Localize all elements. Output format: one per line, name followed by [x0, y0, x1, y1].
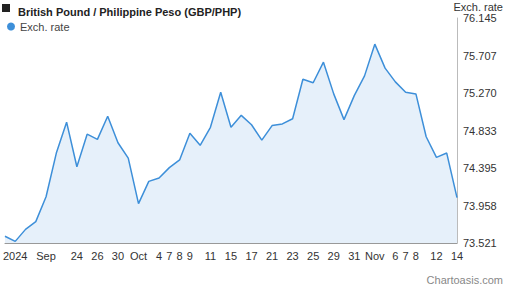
svg-text:Nov: Nov [365, 250, 385, 262]
svg-text:24: 24 [71, 250, 83, 262]
svg-text:73.521: 73.521 [463, 237, 497, 249]
svg-text:7: 7 [403, 250, 409, 262]
svg-text:Exch. rate: Exch. rate [453, 1, 503, 14]
svg-text:74.395: 74.395 [463, 162, 497, 174]
svg-text:30: 30 [112, 250, 124, 262]
svg-text:75.270: 75.270 [463, 87, 497, 99]
svg-text:12: 12 [430, 250, 442, 262]
svg-text:23: 23 [286, 250, 298, 262]
svg-text:73.958: 73.958 [463, 200, 497, 212]
svg-text:75.707: 75.707 [463, 50, 497, 62]
svg-text:British Pound / Philippine Pes: British Pound / Philippine Peso (GBP/PHP… [18, 6, 241, 18]
svg-text:2024: 2024 [3, 250, 27, 262]
svg-text:25: 25 [307, 250, 319, 262]
svg-text:Oct: Oct [130, 250, 147, 262]
svg-text:74.833: 74.833 [463, 125, 497, 137]
svg-text:Sep: Sep [36, 250, 56, 262]
svg-text:6: 6 [392, 250, 398, 262]
svg-text:7: 7 [166, 250, 172, 262]
svg-text:8: 8 [177, 250, 183, 262]
svg-text:17: 17 [245, 250, 257, 262]
svg-text:Chartoasis.com: Chartoasis.com [427, 274, 503, 286]
svg-text:9: 9 [187, 250, 193, 262]
svg-text:21: 21 [266, 250, 278, 262]
svg-text:31: 31 [348, 250, 360, 262]
svg-text:15: 15 [225, 250, 237, 262]
svg-text:14: 14 [451, 250, 463, 262]
svg-text:29: 29 [328, 250, 340, 262]
svg-text:8: 8 [413, 250, 419, 262]
svg-text:Exch. rate: Exch. rate [20, 21, 70, 33]
svg-text:11: 11 [205, 250, 216, 262]
svg-text:4: 4 [156, 250, 162, 262]
svg-text:26: 26 [91, 250, 103, 262]
svg-text:76.145: 76.145 [463, 12, 497, 24]
